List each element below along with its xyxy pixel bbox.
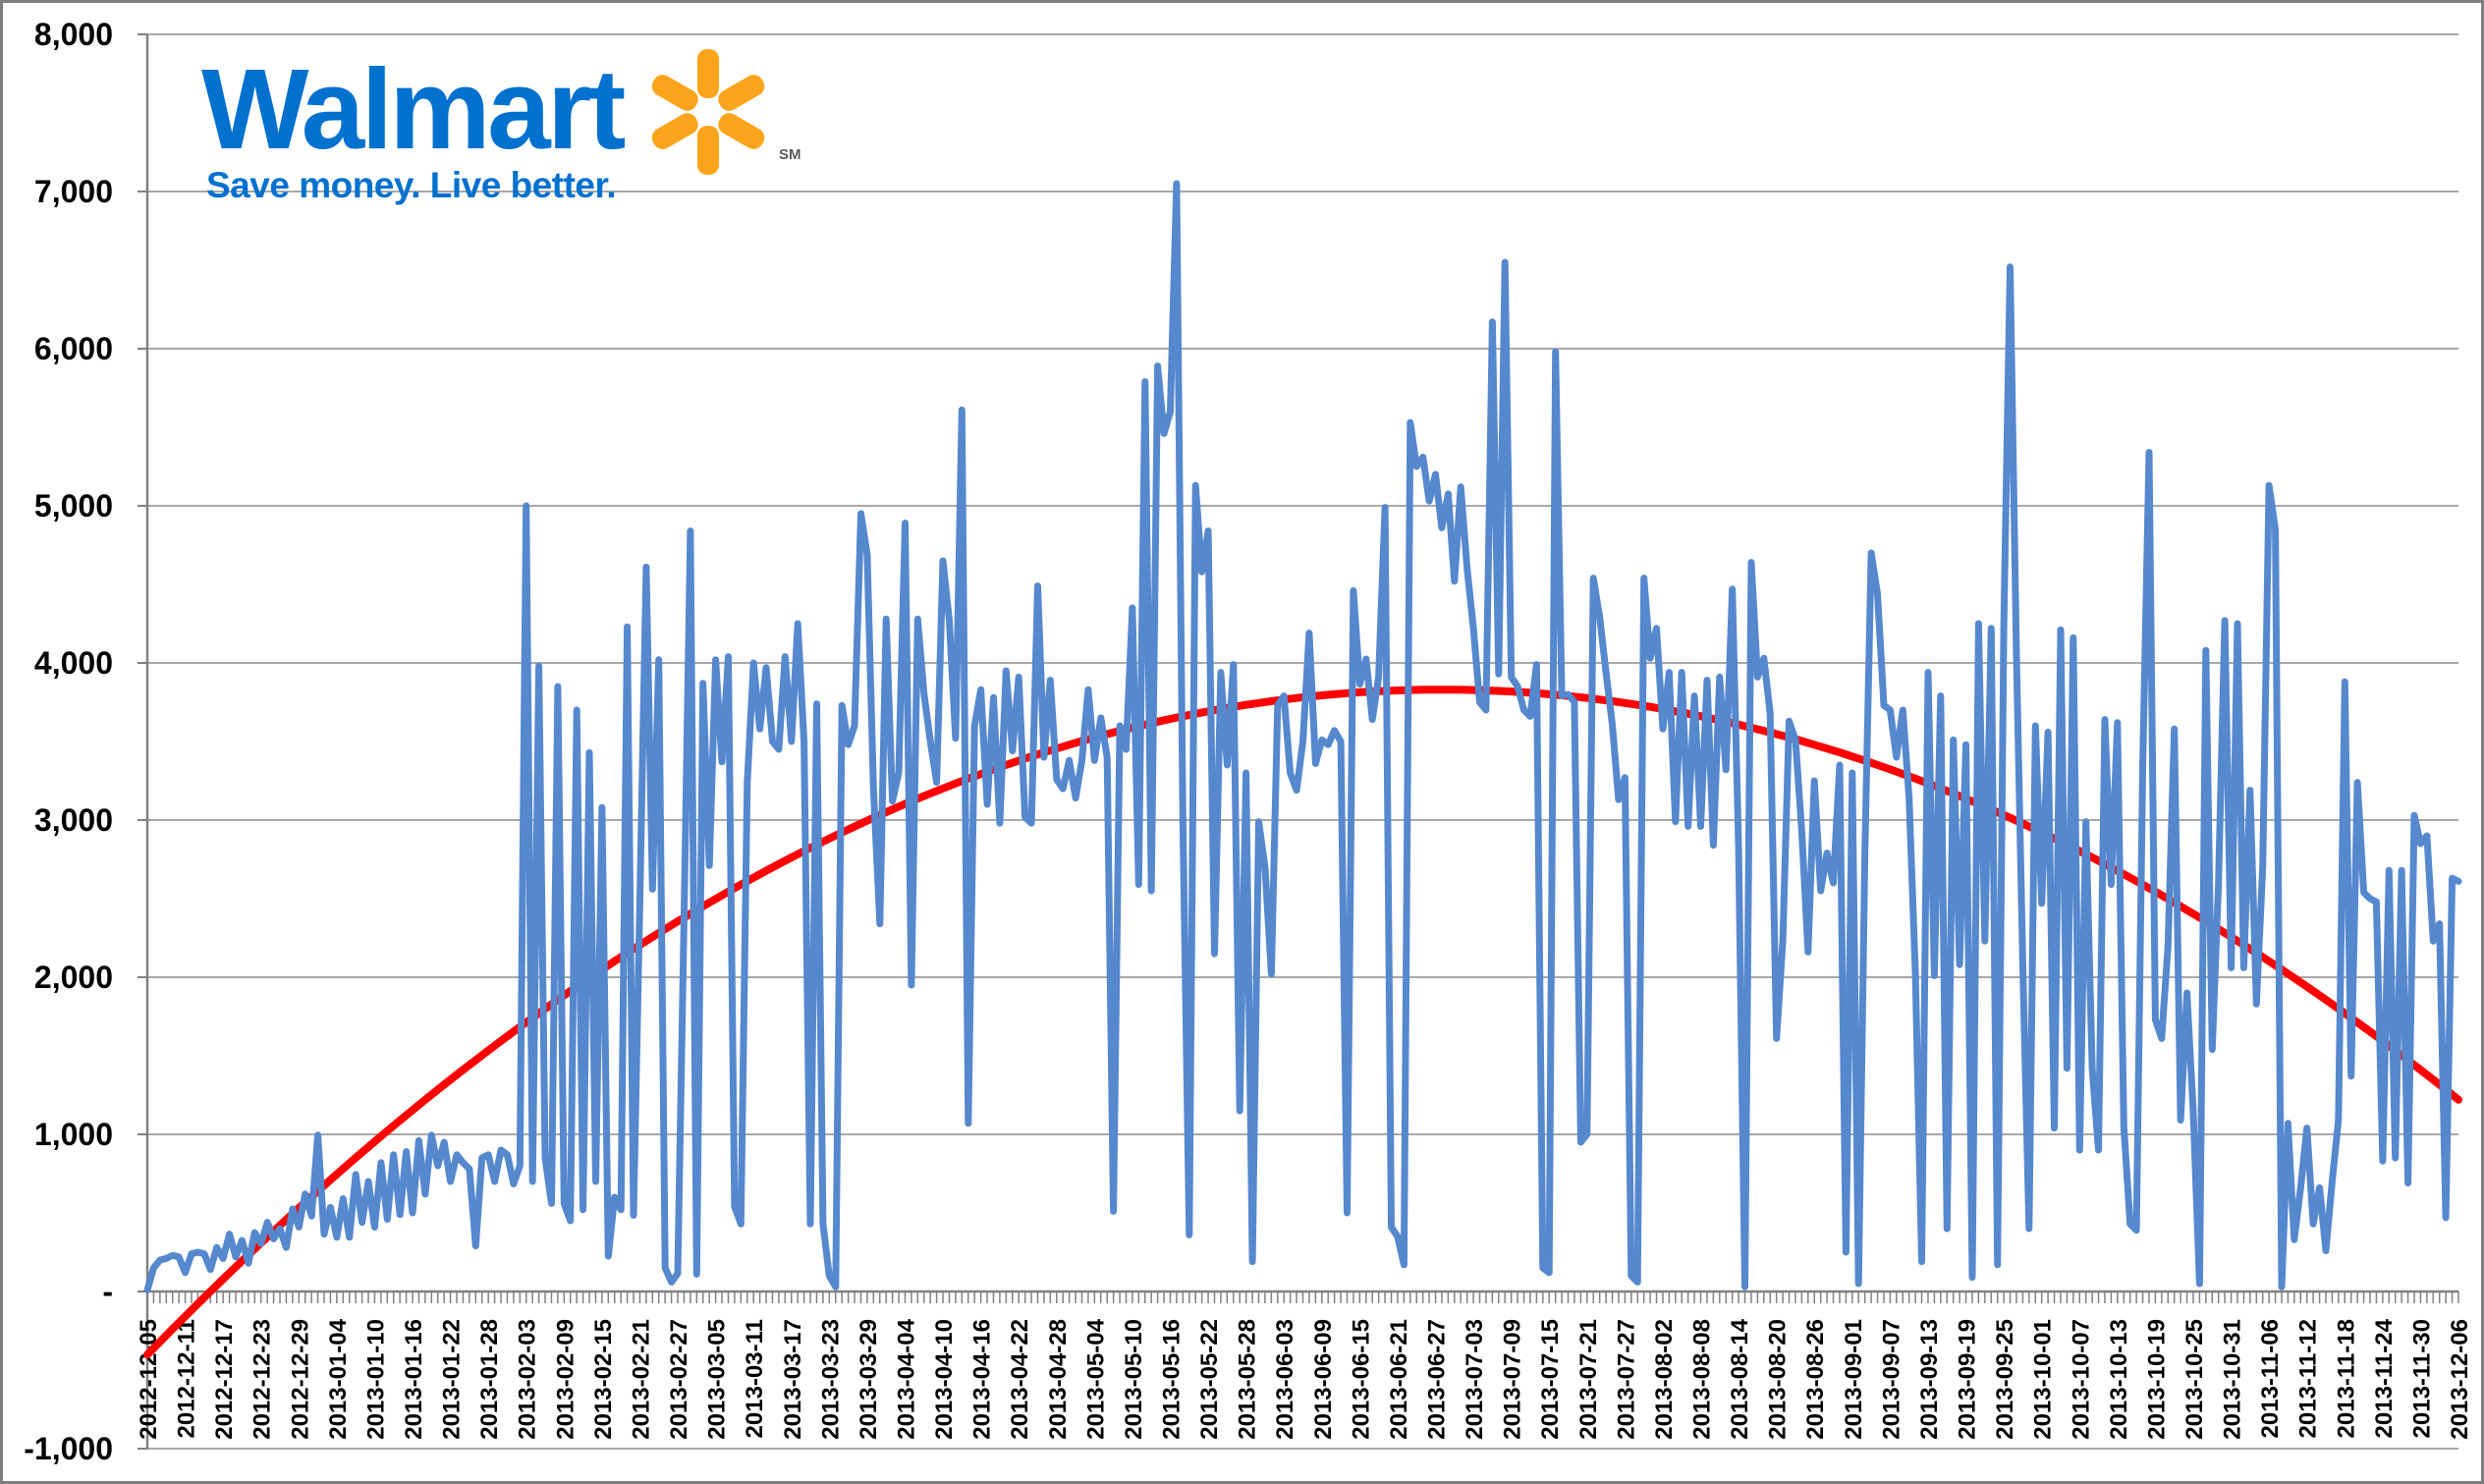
x-axis-label: 2013-11-30 — [2408, 1319, 2435, 1438]
x-axis-label: 2013-04-16 — [969, 1319, 996, 1440]
x-axis-label: 2013-06-03 — [1272, 1319, 1298, 1440]
x-axis-label: 2012-12-11 — [174, 1319, 200, 1438]
x-axis-label: 2013-07-09 — [1500, 1319, 1526, 1440]
x-axis-label: 2013-05-28 — [1235, 1319, 1261, 1440]
x-axis-label: 2013-03-11 — [742, 1319, 768, 1438]
y-axis-label: 7,000 — [34, 174, 113, 209]
x-axis-label: 2013-07-03 — [1462, 1319, 1488, 1440]
x-axis-label: 2013-06-21 — [1386, 1319, 1412, 1440]
x-axis-label: 2013-02-03 — [515, 1319, 541, 1440]
x-axis-label: 2013-01-16 — [401, 1319, 427, 1440]
x-axis-label: 2013-10-19 — [2143, 1319, 2170, 1440]
x-axis-label: 2013-11-24 — [2371, 1318, 2398, 1438]
x-axis-label: 2013-07-27 — [1613, 1319, 1639, 1440]
y-axis-label: 2,000 — [34, 960, 113, 995]
x-axis-label: 2013-01-04 — [325, 1318, 352, 1439]
x-axis-label: 2013-03-05 — [704, 1319, 731, 1440]
x-axis-label: 2013-03-29 — [856, 1319, 882, 1440]
x-axis-label: 2012-12-23 — [249, 1319, 276, 1440]
x-axis-label: 2013-08-14 — [1727, 1318, 1753, 1439]
x-axis-label: 2013-02-27 — [666, 1319, 692, 1440]
x-axis-label: 2013-07-15 — [1537, 1319, 1564, 1440]
x-axis-label: 2013-12-06 — [2447, 1319, 2473, 1440]
x-axis-label: 2013-09-13 — [1916, 1319, 1943, 1440]
x-axis-label: 2013-02-09 — [552, 1319, 579, 1440]
x-axis-label: 2013-09-19 — [1955, 1319, 1981, 1440]
y-axis-label: - — [102, 1274, 113, 1309]
x-axis-label: 2013-10-31 — [2220, 1319, 2246, 1440]
daily-series-line — [143, 180, 2462, 1293]
x-axis-label: 2013-01-10 — [362, 1319, 389, 1440]
y-axis-label: -1,000 — [24, 1431, 113, 1466]
x-axis-label: 2013-03-17 — [780, 1319, 806, 1440]
x-axis-label: 2013-08-20 — [1765, 1319, 1792, 1440]
x-axis-label: 2013-08-26 — [1802, 1319, 1829, 1440]
x-axis-label: 2013-08-02 — [1651, 1319, 1678, 1440]
x-axis-label: 2013-06-15 — [1348, 1319, 1374, 1440]
x-axis-label: 2013-10-07 — [2068, 1319, 2094, 1440]
x-axis-label: 2013-01-22 — [439, 1319, 466, 1440]
x-axis-label: 2013-06-27 — [1424, 1319, 1451, 1440]
y-axis-label: 1,000 — [34, 1117, 113, 1152]
x-axis-label: 2013-02-21 — [628, 1319, 654, 1440]
x-axis-label: 2013-04-04 — [893, 1318, 919, 1439]
x-axis-label: 2013-05-22 — [1196, 1319, 1223, 1440]
x-axis-label: 2013-05-04 — [1082, 1318, 1109, 1439]
y-axis-label: 3,000 — [34, 802, 113, 838]
x-axis-label: 2013-05-10 — [1121, 1319, 1147, 1440]
x-axis-label: 2013-04-28 — [1045, 1319, 1072, 1440]
x-axis-label: 2013-01-28 — [476, 1319, 503, 1440]
chart-plot: 8,000 7,000 6,000 5,000 4,000 3,000 2,000 1,000… — [24, 17, 2473, 1466]
y-axis-label: 4,000 — [34, 645, 113, 681]
y-axis-label: 8,000 — [34, 17, 113, 52]
x-axis-label: 2013-06-09 — [1310, 1319, 1337, 1440]
x-axis-label: 2013-09-01 — [1841, 1319, 1867, 1440]
x-axis-label: 2013-09-07 — [1878, 1319, 1904, 1440]
x-axis-label: 2012-12-29 — [287, 1319, 313, 1440]
x-axis-label: 2013-10-25 — [2181, 1319, 2208, 1440]
x-axis-label: 2013-02-15 — [590, 1319, 617, 1440]
x-axis-label: 2013-09-25 — [1992, 1319, 2018, 1440]
x-axis-label: 2013-07-21 — [1575, 1319, 1602, 1440]
x-axis-label: 2013-11-18 — [2333, 1319, 2359, 1438]
x-axis-label: 2013-05-16 — [1158, 1319, 1185, 1440]
x-axis-label: 2013-03-23 — [817, 1319, 844, 1440]
x-axis-label: 2012-12-17 — [211, 1319, 238, 1440]
x-axis-label: 2013-08-08 — [1689, 1319, 1716, 1440]
y-axis-label: 5,000 — [34, 488, 113, 523]
x-axis-label: 2013-11-06 — [2257, 1319, 2284, 1438]
x-axis-label: 2013-10-13 — [2106, 1319, 2132, 1440]
y-axis-label: 6,000 — [34, 331, 113, 366]
x-axis-label: 2012-12-05 — [136, 1319, 162, 1440]
x-axis-label: 2013-10-01 — [2030, 1319, 2057, 1440]
x-axis-label: 2013-04-22 — [1007, 1319, 1033, 1440]
x-axis-label: 2013-11-12 — [2295, 1319, 2322, 1438]
x-axis-label: 2013-04-10 — [931, 1319, 958, 1440]
